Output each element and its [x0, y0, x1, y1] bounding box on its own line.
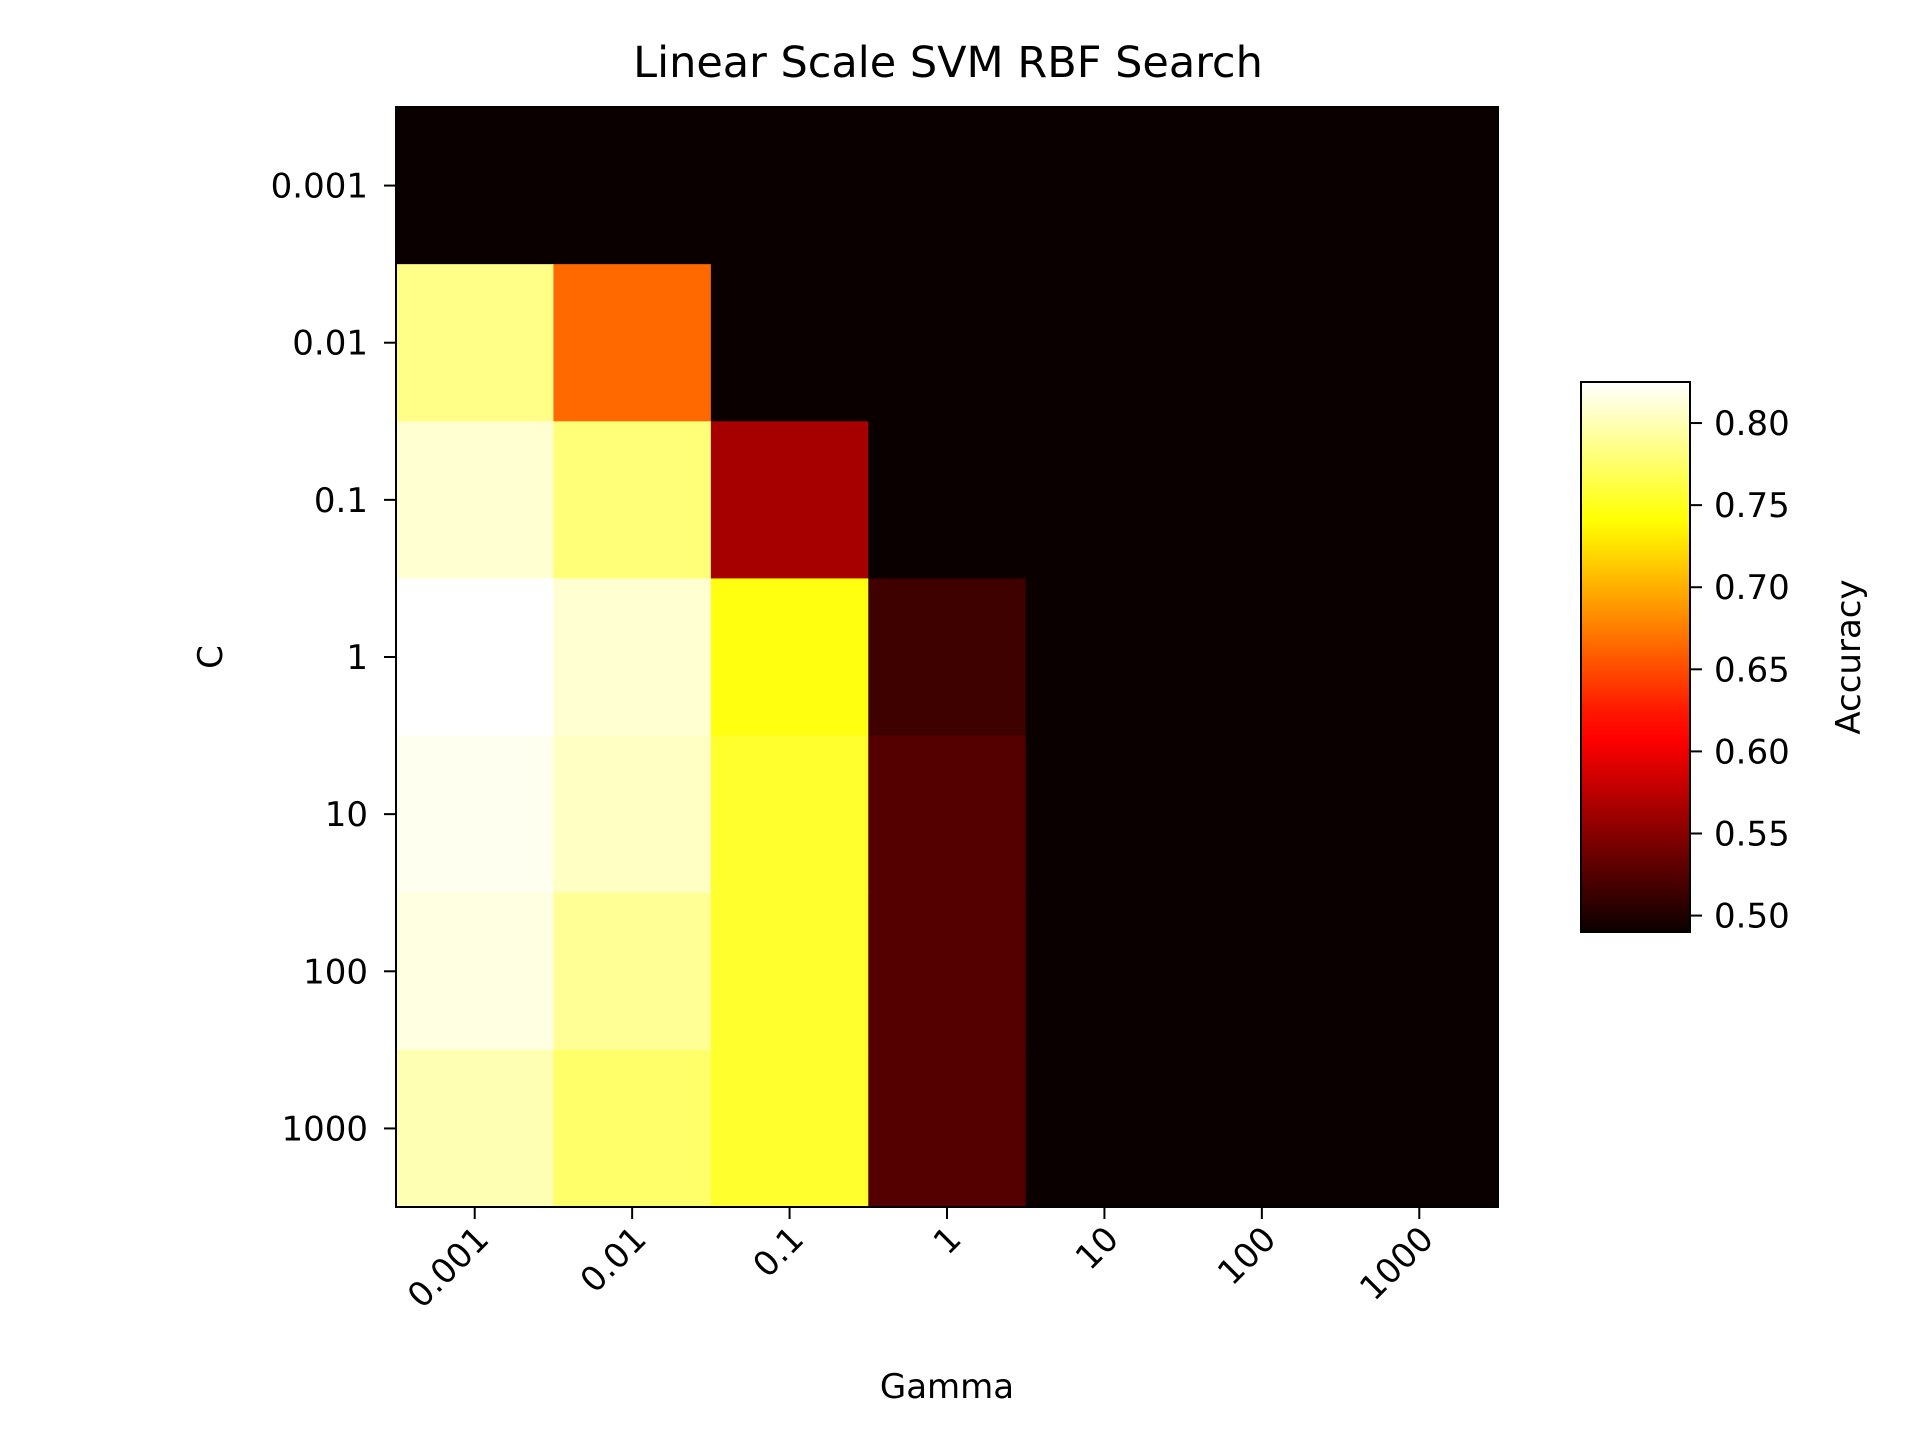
heatmap-cell	[1183, 264, 1342, 422]
heatmap-cell	[1183, 421, 1342, 580]
heatmap-cell	[1025, 107, 1184, 265]
x-tick-label: 100	[1210, 1219, 1284, 1293]
heatmap-cell	[553, 264, 712, 422]
heatmap-cells	[396, 107, 1499, 1208]
heatmap-cell	[868, 264, 1027, 422]
x-tick-label: 0.01	[573, 1219, 655, 1301]
colorbar-ticks: 0.50 0.55 0.60 0.65 0.70 0.75 0.80	[1690, 404, 1790, 937]
heatmap-cell	[868, 578, 1027, 737]
heatmap-cell	[868, 1049, 1027, 1208]
heatmap-cell	[1025, 264, 1184, 422]
y-tick-label: 0.001	[271, 167, 368, 207]
x-tick-label: 0.1	[745, 1219, 812, 1286]
colorbar: 0.50 0.55 0.60 0.65 0.70 0.75 0.80 Accuracy	[1580, 381, 1869, 937]
y-axis-ticks: 0.001 0.01 0.1 1 10 100 1000	[271, 167, 396, 1149]
heatmap-cell	[1340, 421, 1499, 580]
colorbar-frame	[1580, 381, 1691, 933]
heatmap-cell	[1025, 892, 1184, 1051]
heatmap-cell	[1183, 578, 1342, 737]
x-axis-ticks: 0.001 0.01 0.1 1 10 100 1000	[400, 1207, 1442, 1316]
colorbar-tick-label: 0.80	[1714, 404, 1790, 444]
y-tick-label: 0.1	[314, 481, 368, 521]
heatmap-cell	[1183, 735, 1342, 894]
y-tick-label: 0.01	[292, 324, 368, 364]
colorbar-label: Accuracy	[1829, 579, 1869, 734]
heatmap-cell	[868, 421, 1027, 580]
colorbar-tick-label: 0.65	[1714, 650, 1790, 690]
heatmap-cell	[396, 892, 555, 1051]
colorbar-tick-label: 0.60	[1714, 732, 1790, 772]
colorbar-tick-label: 0.50	[1714, 897, 1790, 937]
heatmap-cell	[1340, 1049, 1499, 1208]
y-tick-label: 1	[346, 638, 368, 678]
heatmap-cell	[1340, 107, 1499, 265]
y-tick-label: 100	[303, 952, 368, 992]
x-axis-label: Gamma	[880, 1367, 1014, 1407]
heatmap-cell	[1183, 1049, 1342, 1208]
y-axis-label: C	[191, 645, 231, 669]
heatmap-cell	[396, 578, 555, 737]
heatmap-cell	[396, 1049, 555, 1208]
heatmap-cell	[1340, 578, 1499, 737]
heatmap-cell	[710, 1049, 869, 1208]
heatmap-cell	[1340, 735, 1499, 894]
x-tick-label: 1000	[1352, 1219, 1441, 1308]
x-tick-label: 1	[926, 1219, 970, 1263]
heatmap-cell	[1340, 892, 1499, 1051]
heatmap-cell	[396, 421, 555, 580]
colorbar-gradient	[1581, 382, 1690, 932]
colorbar-tick-label: 0.75	[1714, 486, 1790, 526]
heatmap-cell	[396, 735, 555, 894]
heatmap-cell	[710, 264, 869, 422]
heatmap-cell	[553, 892, 712, 1051]
heatmap-cell	[553, 578, 712, 737]
heatmap-cell	[710, 421, 869, 580]
x-tick-label: 0.001	[400, 1219, 497, 1316]
heatmap-cell	[396, 264, 555, 422]
heatmap-cell	[710, 892, 869, 1051]
heatmap-cell	[1025, 421, 1184, 580]
heatmap-cell	[1183, 107, 1342, 265]
heatmap-cell	[1025, 1049, 1184, 1208]
heatmap-cell	[710, 578, 869, 737]
heatmap-cell	[553, 1049, 712, 1208]
y-tick-label: 1000	[281, 1109, 368, 1149]
heatmap-cell	[553, 735, 712, 894]
heatmap-cell	[1025, 578, 1184, 737]
heatmap-cell	[553, 107, 712, 265]
colorbar-tick-label: 0.70	[1714, 568, 1790, 608]
y-tick-label: 10	[325, 795, 368, 835]
heatmap-cell	[868, 107, 1027, 265]
heatmap-cell	[1340, 264, 1499, 422]
heatmap-cell	[868, 892, 1027, 1051]
chart-title: Linear Scale SVM RBF Search	[633, 38, 1263, 88]
heatmap-cell	[868, 735, 1027, 894]
colorbar-tick-label: 0.55	[1714, 814, 1790, 854]
heatmap-cell	[396, 107, 555, 265]
heatmap-cell	[710, 735, 869, 894]
heatmap-cell	[710, 107, 869, 265]
heatmap-cell	[1183, 892, 1342, 1051]
heatmap-cell	[553, 421, 712, 580]
x-tick-label: 10	[1068, 1219, 1127, 1278]
heatmap-cell	[1025, 735, 1184, 894]
